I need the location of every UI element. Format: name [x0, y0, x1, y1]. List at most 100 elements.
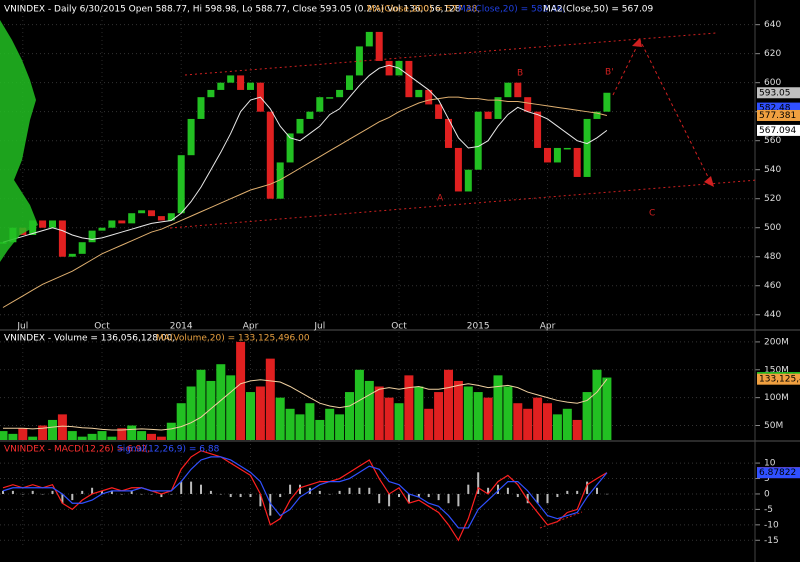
candle — [435, 104, 443, 119]
volume-bar — [137, 431, 147, 440]
volume-bar — [335, 414, 345, 440]
macd-histogram — [91, 487, 94, 494]
macd-histogram — [516, 493, 519, 498]
macd-histogram — [497, 484, 499, 494]
overlay-layer: VNINDEX - Daily 6/30/2015 Open 588.77, H… — [4, 5, 800, 479]
volume-bar — [354, 369, 364, 440]
candle — [603, 92, 611, 112]
volume-bar — [582, 392, 592, 440]
macd-histogram — [279, 493, 282, 498]
volume-bar — [572, 419, 582, 440]
y-tick-label: 50M — [764, 421, 783, 431]
y-tick-label: 480 — [764, 252, 781, 262]
volume-bar — [473, 392, 483, 440]
macd-histogram — [269, 493, 272, 516]
volume-bar — [196, 369, 206, 440]
value-tag-label: 6.87822 — [759, 468, 796, 478]
candle — [177, 155, 185, 214]
value-tag-label: 133,125,4 — [759, 375, 800, 385]
macd-histogram — [447, 493, 450, 504]
candle — [593, 111, 601, 119]
volume-bar — [216, 364, 226, 440]
macd-histogram — [556, 493, 559, 498]
value-tag — [757, 124, 800, 136]
volume-bar — [513, 403, 523, 440]
candle — [217, 82, 225, 90]
macd-histogram — [417, 493, 420, 498]
macd-histogram — [546, 493, 549, 504]
candle — [306, 111, 314, 119]
macd-histogram — [477, 472, 480, 494]
volume-bar — [394, 403, 404, 440]
y-tick-label: 600 — [764, 78, 781, 88]
y-tick-label: 460 — [764, 281, 781, 291]
arrow-head — [704, 176, 714, 187]
wave-label: C — [649, 209, 655, 219]
candle — [247, 82, 254, 90]
candle — [445, 118, 452, 148]
plot-layer: 44046048050052054056058060062064050M100M… — [0, 0, 789, 548]
macd-histogram — [586, 481, 589, 494]
y-tick-label: 540 — [764, 165, 781, 175]
y-tick-label: 560 — [764, 136, 781, 146]
candle — [474, 111, 482, 170]
candle — [484, 111, 492, 119]
trend-line — [169, 179, 758, 229]
panel-header: MA(Volume,20) = 133,125,496.00 — [156, 334, 310, 344]
volume-bar — [8, 433, 18, 440]
volume-profile — [0, 20, 38, 262]
candle — [534, 111, 542, 148]
macd-histogram — [11, 490, 14, 494]
divergence-line — [539, 511, 583, 529]
macd-histogram — [239, 493, 242, 498]
volume-bar — [602, 377, 612, 440]
macd-histogram — [368, 487, 371, 494]
volume-bar — [503, 386, 513, 440]
volume-bar — [295, 414, 305, 440]
candle — [227, 75, 235, 83]
volume-ma — [3, 378, 608, 431]
y-tick-label: 440 — [764, 310, 781, 320]
macd-histogram — [51, 490, 54, 494]
macd-histogram — [61, 493, 64, 504]
volume-bar — [255, 386, 265, 440]
value-tag — [757, 109, 800, 121]
macd-histogram — [81, 490, 84, 494]
y-tick-label: 10 — [764, 459, 776, 469]
macd-line — [2, 456, 608, 529]
macd-histogram — [407, 493, 410, 504]
candle — [98, 227, 106, 231]
candle — [365, 31, 373, 47]
macd-histogram — [31, 490, 34, 494]
volume-bar — [166, 422, 176, 440]
candle — [553, 147, 561, 163]
candle — [425, 89, 433, 105]
volume-bar — [127, 425, 137, 440]
volume-bar — [87, 433, 97, 440]
volume-bar — [226, 375, 236, 440]
candle — [108, 220, 116, 228]
candle — [494, 97, 502, 119]
candle — [49, 220, 56, 228]
volume-bar — [48, 419, 57, 440]
volume-bar — [147, 433, 156, 440]
macd-histogram — [130, 490, 133, 494]
volume-bar — [562, 408, 572, 440]
volume-bar — [97, 431, 107, 440]
value-tag — [757, 102, 800, 114]
macd-histogram — [140, 493, 143, 495]
x-tick-label: 2014 — [170, 322, 193, 332]
macd-histogram — [566, 490, 569, 494]
candle — [237, 75, 245, 90]
volume-bar — [434, 392, 444, 440]
candle — [326, 97, 334, 99]
volume-bar — [315, 419, 325, 440]
x-tick-label: 2015 — [467, 322, 490, 332]
volume-bar — [414, 386, 424, 440]
volume-bar — [463, 386, 473, 440]
macd-histogram — [605, 493, 608, 495]
panel-header: MA2(Close,50) = 567.09 — [543, 5, 654, 15]
volume-bar — [483, 397, 493, 440]
volume-bar — [265, 358, 275, 440]
macd-histogram — [536, 493, 539, 504]
